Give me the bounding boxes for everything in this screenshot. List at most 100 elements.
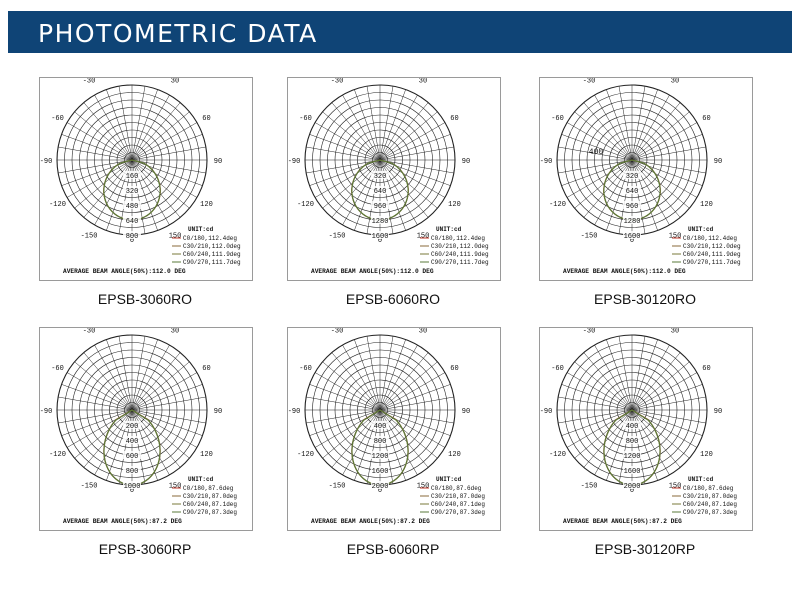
polar-spoke (631, 409, 703, 436)
polar-spoke (354, 89, 381, 161)
polar-spoke (606, 89, 633, 161)
angle-label: -/+180 (619, 328, 644, 330)
photometric-panel: -/+180 -150 150 -120 120 -90 90 -60 60 -30 30 0 200 4… (39, 327, 253, 531)
polar-spoke (131, 146, 206, 161)
polar-spoke (106, 89, 133, 161)
legend-entry: C60/240,111.9deg (431, 251, 489, 258)
polar-spoke (379, 384, 451, 411)
legend-entry: C30/210,87.0deg (683, 493, 737, 500)
legend-entry: C0/180,112.4deg (683, 235, 737, 242)
polar-spoke (74, 159, 133, 209)
angle-label: 120 (448, 451, 461, 459)
polar-spoke (379, 409, 429, 468)
radial-label: 600 (126, 453, 139, 461)
polar-spoke (379, 159, 451, 186)
radial-label: 320 (126, 188, 139, 196)
polar-spoke (379, 159, 454, 174)
angle-label: -150 (581, 482, 598, 490)
angle-label: 150 (669, 482, 682, 490)
polar-spoke (631, 146, 706, 161)
legend-entry: C90/270,111.7deg (183, 259, 241, 266)
polar-spoke (631, 384, 703, 411)
polar-chart: -/+180 -150 150 -120 120 -90 90 -60 60 -30 30 0 400 8… (288, 328, 485, 525)
polar-spoke (631, 159, 698, 198)
photometric-panel: -/+180 -150 150 -120 120 -90 90 -60 60 -30 30 0 320 6… (287, 77, 501, 281)
beam-angle-footer: AVERAGE BEAM ANGLE(50%):87.2 DEG (563, 518, 682, 525)
legend-entry: C0/180,112.4deg (183, 235, 237, 242)
polar-spoke (342, 409, 381, 476)
unit-label: UNIT:cd (436, 476, 462, 483)
radial-label: 960 (626, 203, 639, 211)
polar-spoke (594, 159, 633, 226)
polar-spoke (631, 89, 658, 161)
polar-spoke (631, 361, 690, 411)
polar-spoke (583, 102, 633, 161)
angle-label: -60 (51, 365, 64, 373)
radial-label-bg (123, 216, 141, 224)
radial-label: 400 (126, 438, 139, 446)
polar-spoke (631, 159, 703, 186)
polar-spoke (631, 372, 698, 411)
polar-spoke (306, 146, 381, 161)
model-label: EPSB-30120RP (594, 541, 696, 557)
polar-spoke (131, 159, 190, 209)
polar-spoke (631, 409, 681, 468)
angle-label: 60 (450, 365, 458, 373)
polar-spoke (379, 409, 451, 436)
polar-spoke (309, 159, 381, 186)
angle-label: -/+180 (619, 78, 644, 80)
polar-spoke (131, 159, 181, 218)
polar-spoke (58, 409, 133, 424)
polar-spoke (574, 361, 633, 411)
radial-label-bg (623, 201, 641, 209)
radial-label-bg (371, 201, 389, 209)
polar-spoke (94, 159, 133, 226)
polar-chart: -/+180 -150 150 -120 120 -90 90 -60 60 -30 30 0 320 6… (288, 78, 489, 275)
polar-spoke (83, 409, 133, 468)
beam-angle-footer: AVERAGE BEAM ANGLE(50%):112.0 DEG (563, 268, 686, 275)
chart-annotation: 400 (589, 148, 604, 157)
radial-label-bg (623, 216, 641, 224)
angle-label: 150 (169, 482, 182, 490)
radial-label-bg (371, 466, 389, 474)
radial-label-bg (371, 481, 389, 489)
polar-spoke (306, 409, 381, 424)
polar-spoke (561, 409, 633, 436)
radial-label-bg (371, 186, 389, 194)
photometric-panel: -/+180 -150 150 -120 120 -90 90 -60 60 -30 30 0 400 8… (287, 327, 501, 531)
angle-label: -90 (288, 408, 300, 416)
polar-spoke (379, 336, 394, 411)
angle-label: -60 (551, 365, 564, 373)
polar-spoke (342, 94, 381, 161)
unit-label: UNIT:cd (188, 226, 214, 233)
angle-label: -60 (551, 115, 564, 123)
polar-spoke (131, 409, 203, 436)
model-label: EPSB-3060RP (98, 541, 192, 557)
angle-label: 120 (200, 201, 213, 209)
polar-spoke (83, 102, 133, 161)
angle-label: 150 (169, 232, 182, 240)
legend-entry: C90/270,87.3deg (183, 509, 237, 516)
radial-label: 640 (626, 188, 639, 196)
angle-label: -/+180 (119, 328, 144, 330)
polar-spoke (379, 94, 418, 161)
unit-label: UNIT:cd (436, 226, 462, 233)
polar-spoke (583, 159, 633, 218)
polar-spoke (306, 396, 381, 411)
polar-spoke (309, 134, 381, 161)
polar-spoke (366, 86, 381, 161)
radial-label-bg (371, 231, 389, 239)
beam-angle-footer: AVERAGE BEAM ANGLE(50%):87.2 DEG (311, 518, 430, 525)
model-label: EPSB-30120RO (594, 291, 696, 307)
polar-spoke (131, 159, 198, 198)
polar-spoke (94, 409, 133, 476)
legend-entry: C30/210,112.0deg (431, 243, 489, 250)
radial-label: 1280 (624, 218, 641, 226)
polar-spoke (61, 384, 133, 411)
radial-label: 800 (626, 438, 639, 446)
radial-label: 160 (126, 173, 139, 181)
radial-label-bg (123, 466, 141, 474)
polar-spoke (309, 384, 381, 411)
polar-spoke (354, 339, 381, 411)
radial-label: 1600 (372, 233, 389, 241)
